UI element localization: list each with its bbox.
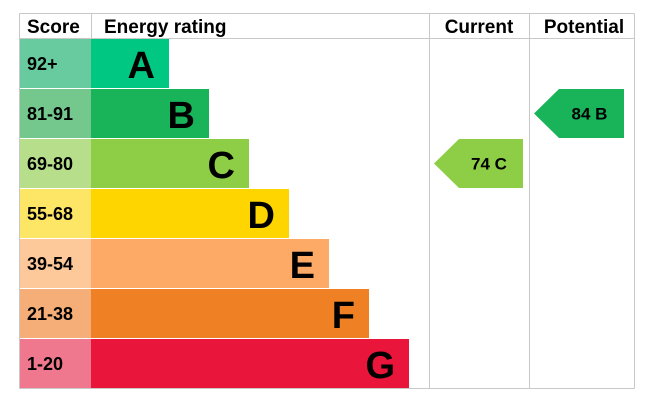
band-letter-f: F: [332, 295, 355, 337]
header-score: Score: [27, 17, 80, 38]
band-bar-a: [91, 39, 169, 88]
rating-arrows: 74 C 84 B: [434, 89, 624, 188]
band-bar-e: [91, 239, 329, 288]
potential-rating-label: 84 B: [572, 105, 608, 124]
score-label-a: 92+: [27, 54, 58, 74]
chart-grid: [19, 13, 635, 389]
score-cell-d: [20, 189, 91, 238]
band-bar-f: [91, 289, 369, 338]
current-rating-arrow: [434, 139, 523, 188]
band-bar-g: [91, 339, 409, 388]
header-energy-rating: Energy rating: [104, 17, 226, 38]
score-label-b: 81-91: [27, 104, 73, 124]
score-label-c: 69-80: [27, 154, 73, 174]
band-letter-g: G: [365, 345, 395, 387]
band-bar-d: [91, 189, 289, 238]
rating-bands: 92+ A 81-91 B 69-80 C 55-68 D 39-54 E 21-38 F 1-20 G: [20, 39, 409, 388]
score-label-g: 1-20: [27, 354, 63, 374]
score-cell-b: [20, 89, 91, 138]
current-rating-label: 74 C: [471, 155, 507, 174]
band-letter-c: C: [208, 145, 235, 187]
score-cell-g: [20, 339, 91, 388]
score-label-f: 21-38: [27, 304, 73, 324]
band-letter-a: A: [128, 45, 155, 87]
potential-rating-arrow: [534, 89, 624, 138]
band-bar-c: [91, 139, 249, 188]
header-potential: Potential: [544, 17, 624, 38]
score-label-e: 39-54: [27, 254, 73, 274]
score-label-d: 55-68: [27, 204, 73, 224]
score-cell-f: [20, 289, 91, 338]
score-cell-a: [20, 39, 91, 88]
band-letter-e: E: [290, 245, 315, 287]
band-bar-b: [91, 89, 209, 138]
band-letter-d: D: [248, 195, 275, 237]
band-letter-b: B: [168, 95, 195, 137]
score-cell-e: [20, 239, 91, 288]
score-cell-c: [20, 139, 91, 188]
header-current: Current: [445, 17, 514, 38]
